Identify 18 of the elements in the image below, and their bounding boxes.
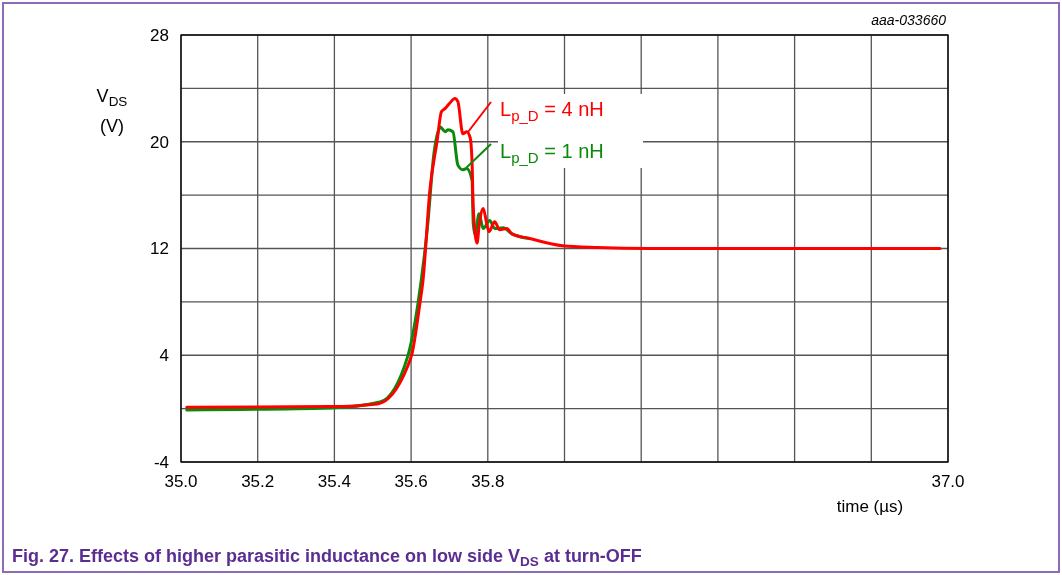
text: aaa-033660 bbox=[871, 12, 947, 28]
x-tick-label: 37.0 bbox=[931, 472, 965, 491]
y-tick-label: 28 bbox=[150, 25, 169, 45]
x-tick-label: 35.0 bbox=[164, 472, 198, 491]
y-tick-label: -4 bbox=[153, 452, 169, 472]
x-tick-label: 35.8 bbox=[471, 472, 505, 491]
y-tick-label: 4 bbox=[159, 346, 169, 366]
legend-label: L$_{p_D}$ = 4 nH bbox=[500, 98, 604, 124]
legend-label: L$_{p_D}$ = 1 nH bbox=[500, 140, 604, 166]
x-tick-label: 35.4 bbox=[317, 472, 351, 491]
line-series bbox=[185, 96, 942, 409]
y-tick-label: 12 bbox=[150, 239, 169, 259]
x-tick-label: 35.2 bbox=[241, 472, 275, 491]
x-tick-label: 35.6 bbox=[394, 472, 428, 491]
y-tick-label: 20 bbox=[150, 132, 169, 152]
text: Fig. 27. Effects of higher parasitic inductance on low side V$_{DS}$ at turn-OFF bbox=[12, 546, 642, 570]
y-axis-title: V$_{DS}$ (V) bbox=[96, 86, 128, 136]
x-axis-title: time (µs) bbox=[836, 497, 904, 516]
